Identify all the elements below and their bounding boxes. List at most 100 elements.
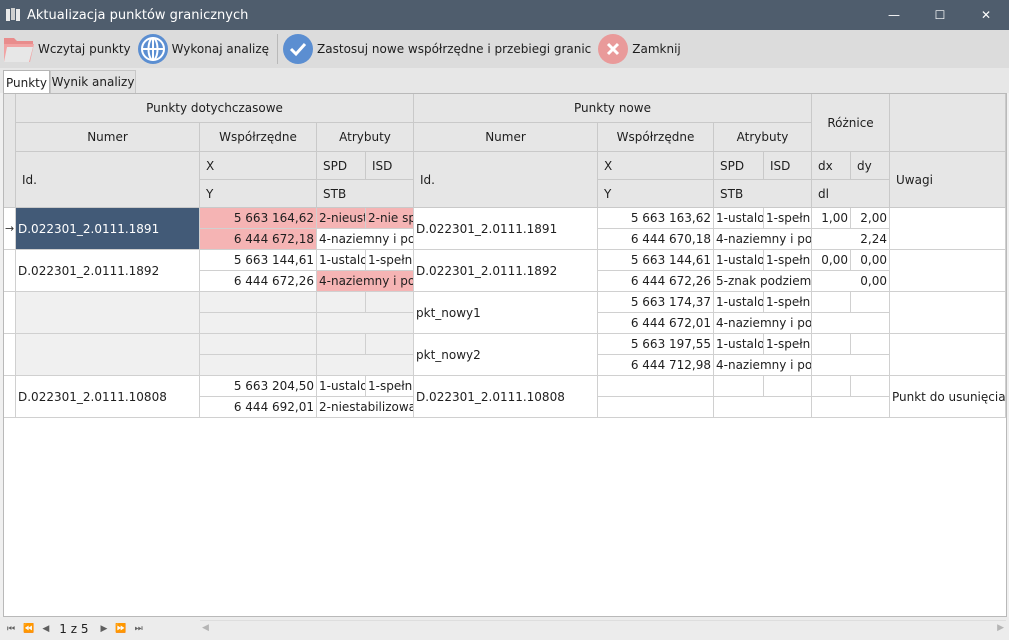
cell-uwagi[interactable] <box>890 292 1006 334</box>
cell-old-y[interactable]: 6 444 672,26 <box>200 271 317 292</box>
cell-old-isd[interactable]: 1-spełn <box>366 376 414 397</box>
cell-dy[interactable] <box>851 376 890 397</box>
cell-old-spd[interactable] <box>317 334 366 355</box>
header-new-stb[interactable]: STB <box>714 180 812 208</box>
cell-old-x[interactable] <box>200 292 317 313</box>
header-new-isd[interactable]: ISD <box>764 152 812 180</box>
cell-new-isd[interactable] <box>764 376 812 397</box>
cell-old-id[interactable] <box>16 292 200 334</box>
header-new-spd[interactable]: SPD <box>714 152 764 180</box>
cell-old-spd[interactable]: 1-ustalo <box>317 250 366 271</box>
cell-old-isd[interactable]: 2-nie spełn <box>366 208 414 229</box>
cell-new-y[interactable]: 6 444 712,98 <box>598 355 714 376</box>
cell-new-isd[interactable]: 1-spełn <box>764 250 812 271</box>
header-new-y[interactable]: Y <box>598 180 714 208</box>
cell-new-stb[interactable]: 4-naziemny i po <box>714 313 812 334</box>
cell-dl[interactable] <box>812 397 890 418</box>
cell-old-x[interactable]: 5 663 144,61 <box>200 250 317 271</box>
cell-old-stb[interactable]: 4-naziemny i pod <box>317 271 414 292</box>
scroll-left-icon[interactable]: ◀ <box>202 623 209 633</box>
cell-new-spd[interactable]: 1-ustalo <box>714 250 764 271</box>
cell-uwagi[interactable] <box>890 208 1006 250</box>
cell-dy[interactable] <box>851 334 890 355</box>
cell-old-stb[interactable] <box>317 355 414 376</box>
first-page-icon[interactable]: ⏮ <box>7 623 16 634</box>
cell-new-spd[interactable] <box>714 376 764 397</box>
cell-new-y[interactable]: 6 444 670,18 <box>598 229 714 250</box>
cell-new-id[interactable]: pkt_nowy2 <box>414 334 598 376</box>
apply-coordinates-button[interactable]: Zastosuj nowe współrzędne i przebiegi gr… <box>282 30 597 68</box>
horizontal-scrollbar[interactable]: ◀ ▶ <box>200 620 1006 637</box>
cell-new-x[interactable]: 5 663 174,37 <box>598 292 714 313</box>
header-old-stb[interactable]: STB <box>317 180 414 208</box>
header-old-x[interactable]: X <box>200 152 317 180</box>
cell-uwagi[interactable] <box>890 250 1006 292</box>
cell-uwagi[interactable]: Punkt do usunięcia <box>890 376 1006 418</box>
header-dy[interactable]: dy <box>851 152 890 180</box>
cell-old-y[interactable]: 6 444 692,01 <box>200 397 317 418</box>
cell-new-isd[interactable]: 1-spełn <box>764 334 812 355</box>
cell-old-stb[interactable]: 4-naziemny i pod <box>317 229 414 250</box>
cell-uwagi[interactable] <box>890 334 1006 376</box>
cell-old-id[interactable]: D.022301_2.0111.1892 <box>16 250 200 292</box>
cell-old-spd[interactable] <box>317 292 366 313</box>
row-indicator[interactable] <box>4 250 16 292</box>
cell-old-isd[interactable]: 1-spełn <box>366 250 414 271</box>
cell-old-spd[interactable]: 1-ustalo <box>317 376 366 397</box>
cell-old-id[interactable]: D.022301_2.0111.1891 <box>16 208 200 250</box>
cell-old-id[interactable] <box>16 334 200 376</box>
header-old-id[interactable]: Id. <box>16 152 200 208</box>
cell-old-y[interactable] <box>200 355 317 376</box>
cell-new-id[interactable]: D.022301_2.0111.10808 <box>414 376 598 418</box>
previous-page-icon[interactable]: ◀ <box>42 623 50 634</box>
cell-new-spd[interactable]: 1-ustalo <box>714 208 764 229</box>
cell-dx[interactable]: 1,00 <box>812 208 851 229</box>
next-page-icon[interactable]: ▶ <box>100 623 108 634</box>
cell-new-y[interactable]: 6 444 672,01 <box>598 313 714 334</box>
cell-old-stb[interactable] <box>317 313 414 334</box>
cell-new-isd[interactable]: 1-spełn <box>764 292 812 313</box>
cell-new-stb[interactable]: 4-naziemny i po <box>714 229 812 250</box>
cell-old-x[interactable]: 5 663 164,62 <box>200 208 317 229</box>
cell-new-spd[interactable]: 1-ustalo <box>714 292 764 313</box>
last-page-icon[interactable]: ⏭ <box>134 623 143 634</box>
cell-dl[interactable]: 2,24 <box>812 229 890 250</box>
header-new-x[interactable]: X <box>598 152 714 180</box>
cell-dx[interactable]: 0,00 <box>812 250 851 271</box>
header-uwagi[interactable]: Uwagi <box>890 152 1006 208</box>
cell-dl[interactable] <box>812 355 890 376</box>
cell-dy[interactable]: 0,00 <box>851 250 890 271</box>
header-new-id[interactable]: Id. <box>414 152 598 208</box>
cell-old-y[interactable] <box>200 313 317 334</box>
header-dx[interactable]: dx <box>812 152 851 180</box>
header-old-spd[interactable]: SPD <box>317 152 366 180</box>
cell-dx[interactable] <box>812 292 851 313</box>
cell-dy[interactable] <box>851 292 890 313</box>
cell-new-stb[interactable] <box>714 397 812 418</box>
cell-old-y[interactable]: 6 444 672,18 <box>200 229 317 250</box>
next-page-group-icon[interactable]: ⏩ <box>115 623 127 634</box>
scroll-right-icon[interactable]: ▶ <box>997 623 1004 633</box>
load-points-button[interactable]: Wczytaj punkty <box>3 30 137 68</box>
header-dl[interactable]: dl <box>812 180 890 208</box>
row-indicator[interactable] <box>4 292 16 334</box>
cell-new-y[interactable]: 6 444 672,26 <box>598 271 714 292</box>
tab-wynik-analizy[interactable]: Wynik analizy <box>50 70 136 93</box>
header-old-isd[interactable]: ISD <box>366 152 414 180</box>
row-indicator[interactable]: → <box>4 208 16 250</box>
cell-new-y[interactable] <box>598 397 714 418</box>
cell-new-id[interactable]: D.022301_2.0111.1892 <box>414 250 598 292</box>
close-dialog-button[interactable]: Zamknij <box>597 30 687 68</box>
header-old-y[interactable]: Y <box>200 180 317 208</box>
cell-new-spd[interactable]: 1-ustalo <box>714 334 764 355</box>
cell-old-x[interactable] <box>200 334 317 355</box>
cell-dl[interactable] <box>812 313 890 334</box>
cell-new-x[interactable]: 5 663 144,61 <box>598 250 714 271</box>
cell-new-stb[interactable]: 4-naziemny i po <box>714 355 812 376</box>
row-indicator[interactable] <box>4 376 16 418</box>
cell-new-id[interactable]: pkt_nowy1 <box>414 292 598 334</box>
row-indicator[interactable] <box>4 334 16 376</box>
cell-old-id[interactable]: D.022301_2.0111.10808 <box>16 376 200 418</box>
maximize-button[interactable]: ☐ <box>917 0 963 30</box>
cell-new-isd[interactable]: 1-spełn <box>764 208 812 229</box>
